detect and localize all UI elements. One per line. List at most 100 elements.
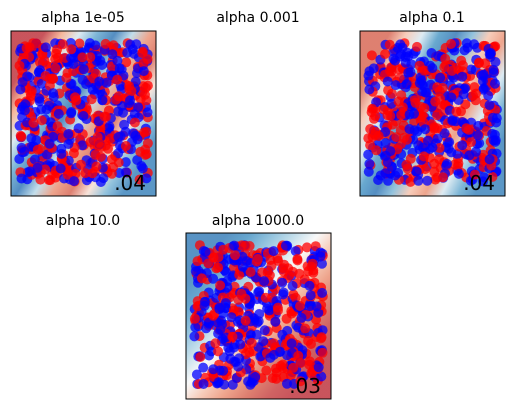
point-blue bbox=[390, 170, 401, 181]
point-blue bbox=[304, 280, 315, 291]
point-blue bbox=[98, 173, 109, 184]
point-blue bbox=[286, 338, 297, 349]
point-blue bbox=[73, 123, 84, 134]
point-red bbox=[295, 301, 305, 311]
point-blue bbox=[113, 132, 124, 142]
point-red bbox=[230, 250, 240, 261]
point-red bbox=[432, 110, 443, 121]
point-red bbox=[405, 176, 416, 187]
point-red bbox=[393, 96, 404, 107]
point-blue bbox=[471, 146, 481, 157]
point-blue bbox=[446, 92, 457, 103]
point-red bbox=[471, 88, 481, 99]
point-red bbox=[80, 168, 91, 179]
point-red bbox=[126, 86, 137, 97]
point-blue bbox=[411, 166, 422, 177]
point-red bbox=[71, 95, 82, 106]
point-red bbox=[195, 352, 206, 362]
point-blue bbox=[363, 149, 374, 160]
point-blue bbox=[476, 70, 487, 81]
point-red bbox=[303, 335, 314, 346]
point-blue bbox=[490, 57, 501, 67]
point-blue bbox=[190, 322, 201, 333]
point-red bbox=[234, 269, 245, 280]
point-blue bbox=[270, 316, 281, 327]
point-red bbox=[429, 123, 440, 134]
point-blue bbox=[201, 323, 212, 334]
point-blue bbox=[401, 79, 412, 90]
point-blue bbox=[364, 66, 375, 77]
point-blue bbox=[16, 173, 27, 184]
point-red bbox=[378, 104, 389, 115]
point-blue bbox=[198, 379, 209, 389]
point-red bbox=[365, 124, 376, 134]
point-red bbox=[100, 38, 111, 49]
point-blue bbox=[32, 162, 43, 173]
point-blue bbox=[77, 74, 88, 85]
point-blue bbox=[287, 280, 298, 291]
subplot-4: alpha 10.0 bbox=[46, 213, 120, 229]
scatter-points bbox=[189, 240, 328, 390]
point-blue bbox=[373, 175, 384, 185]
point-blue bbox=[63, 139, 74, 149]
point-blue bbox=[364, 158, 375, 169]
point-blue bbox=[413, 175, 424, 186]
point-red bbox=[386, 66, 397, 77]
point-red bbox=[453, 158, 464, 169]
point-blue bbox=[199, 300, 210, 311]
point-red bbox=[44, 175, 54, 186]
point-red bbox=[240, 293, 251, 304]
point-blue bbox=[56, 148, 67, 159]
point-red bbox=[66, 44, 77, 55]
point-blue bbox=[218, 365, 229, 376]
point-blue bbox=[278, 289, 289, 300]
point-blue bbox=[473, 130, 483, 141]
point-blue bbox=[68, 52, 79, 63]
point-blue bbox=[466, 64, 477, 75]
point-blue bbox=[55, 163, 66, 174]
point-blue bbox=[458, 89, 469, 100]
point-red bbox=[50, 63, 61, 74]
point-blue bbox=[120, 157, 131, 168]
point-blue bbox=[427, 142, 438, 153]
point-red bbox=[414, 60, 425, 71]
point-blue bbox=[473, 120, 484, 131]
point-blue bbox=[233, 361, 244, 372]
point-blue bbox=[90, 40, 101, 51]
point-blue bbox=[117, 101, 128, 111]
point-red bbox=[208, 310, 219, 321]
axes-frame bbox=[185, 232, 332, 400]
point-red bbox=[35, 174, 46, 185]
point-red bbox=[302, 242, 312, 253]
point-blue bbox=[44, 138, 55, 149]
point-blue bbox=[234, 353, 245, 364]
point-blue bbox=[41, 104, 52, 115]
point-blue bbox=[453, 168, 464, 179]
subplot-title: alpha 10.0 bbox=[46, 213, 120, 229]
point-red bbox=[466, 137, 476, 148]
point-blue bbox=[215, 324, 226, 335]
point-blue bbox=[213, 377, 224, 388]
point-blue bbox=[190, 266, 201, 277]
point-red bbox=[140, 89, 150, 100]
point-red bbox=[288, 289, 299, 300]
point-red bbox=[295, 358, 306, 368]
point-blue bbox=[25, 166, 35, 177]
point-red bbox=[77, 52, 88, 63]
subplot-3: alpha 0.1 .03 bbox=[185, 10, 465, 400]
point-red bbox=[227, 331, 238, 342]
point-red bbox=[278, 266, 289, 277]
point-red bbox=[418, 151, 429, 162]
point-red bbox=[429, 158, 440, 169]
point-blue bbox=[420, 124, 431, 135]
subplot-title: alpha 1e-05.04 bbox=[41, 10, 125, 26]
point-red bbox=[437, 82, 448, 93]
point-blue bbox=[214, 304, 225, 315]
point-red bbox=[245, 267, 256, 277]
point-red bbox=[26, 86, 37, 96]
point-red bbox=[74, 38, 85, 49]
point-red bbox=[85, 137, 96, 147]
point-blue bbox=[296, 312, 307, 323]
point-red bbox=[85, 52, 96, 63]
point-red bbox=[286, 308, 297, 319]
